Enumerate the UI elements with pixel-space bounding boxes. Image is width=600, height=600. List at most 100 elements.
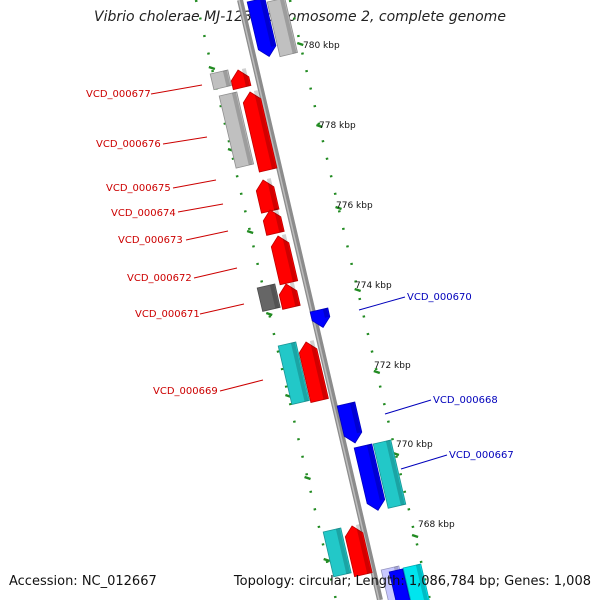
gene-shade-4 <box>231 92 253 166</box>
gene-shade-15 <box>366 444 384 501</box>
label-leaders <box>150 84 448 470</box>
gene-17 <box>322 527 352 578</box>
gene-label-forward-0: VCD_000677 <box>86 89 151 100</box>
scale-tick-left-6 <box>323 557 331 563</box>
gene-shade-12 <box>290 342 309 402</box>
gene-label-forward-4: VCD_000673 <box>118 235 183 246</box>
gene-13 <box>298 340 329 403</box>
gene-label-reverse-2: VCD_000667 <box>449 450 514 461</box>
gene-5 <box>242 90 278 173</box>
leader-forward-2 <box>172 179 217 189</box>
gene-8 <box>270 234 299 286</box>
gene-labels: VCD_000677 VCD_000676 VCD_000675 VCD_000674… <box>86 89 514 461</box>
scale-tick-left-3 <box>265 311 273 317</box>
gene-2 <box>209 69 232 91</box>
scale-tick-right-2 <box>335 205 342 211</box>
gene-6 <box>255 178 280 214</box>
gene-body-12 <box>277 341 310 405</box>
gene-label-forward-7: VCD_000669 <box>153 386 218 397</box>
gene-3 <box>230 68 252 91</box>
scale-tick-right-4 <box>373 369 381 375</box>
gene-10 <box>278 282 301 310</box>
map-title: Vibrio cholerae MJ-1236 chromosome 2, co… <box>94 9 506 25</box>
gene-body-5 <box>242 91 278 173</box>
scale-label-3: 774 kbp <box>355 281 392 291</box>
gene-label-forward-6: VCD_000671 <box>135 309 200 320</box>
leader-reverse-1 <box>384 399 432 415</box>
gene-shade-9 <box>269 284 280 309</box>
gene-4 <box>218 91 255 169</box>
scale-tick-left-0 <box>208 65 216 71</box>
scale-tick-right-1 <box>316 123 323 129</box>
leader-forward-6 <box>199 303 245 315</box>
gene-body-14 <box>336 401 363 444</box>
gene-shade-14 <box>349 402 361 434</box>
gene-body-2 <box>209 69 232 91</box>
leader-forward-3 <box>177 203 224 213</box>
gene-18 <box>344 524 373 578</box>
gene-body-16 <box>372 439 407 509</box>
gene-14 <box>336 401 363 444</box>
scale-tick-right-0 <box>296 41 304 47</box>
gene-body-11 <box>309 307 331 329</box>
scale-label-0: 780 kbp <box>303 41 340 51</box>
gene-0 <box>246 0 277 58</box>
gene-shade-1 <box>280 0 297 54</box>
chromosome-backbone <box>237 0 383 600</box>
gene-shade-3 <box>241 68 250 87</box>
scale-label-5: 770 kbp <box>396 440 433 450</box>
gene-body-0 <box>246 0 277 58</box>
scale-labels: 780 kbp 778 kbp 776 kbp 774 kbp 772 kbp 770 k… <box>303 41 455 530</box>
gene-body-17 <box>322 527 352 578</box>
gene-shade-0 <box>260 0 275 47</box>
leader-forward-1 <box>162 136 208 145</box>
leader-forward-7 <box>219 379 264 392</box>
gene-15 <box>353 443 386 511</box>
gene-body-18 <box>344 525 373 578</box>
gene-21 <box>402 563 430 600</box>
gene-body-7 <box>262 209 285 236</box>
gene-shade-5 <box>253 90 276 169</box>
gene-shade-13 <box>309 340 328 400</box>
gene-shade-2 <box>222 70 231 87</box>
scale-label-1: 778 kbp <box>319 121 356 131</box>
gene-shade-18 <box>355 524 372 574</box>
gene-body-1 <box>266 0 298 58</box>
gene-body-13 <box>298 341 329 403</box>
gene-12 <box>277 341 310 405</box>
gene-7 <box>262 208 285 236</box>
gene-label-forward-1: VCD_000676 <box>96 139 161 150</box>
scale-label-2: 776 kbp <box>336 201 373 211</box>
gene-shade-21 <box>415 564 429 600</box>
gene-body-8 <box>270 235 299 286</box>
accession-text: Accession: NC_012667 <box>9 574 157 589</box>
gene-label-forward-5: VCD_000672 <box>127 273 192 284</box>
gene-label-reverse-1: VCD_000668 <box>433 395 498 406</box>
scale-label-6: 768 kbp <box>418 520 455 530</box>
gene-body-10 <box>278 283 301 310</box>
gene-body-3 <box>230 69 252 91</box>
leader-forward-5 <box>193 267 238 279</box>
scale-tick-right-3 <box>354 287 362 293</box>
gene-1 <box>266 0 298 58</box>
scale-tick-left-2 <box>246 229 254 235</box>
leader-forward-0 <box>150 84 203 95</box>
gene-shade-8 <box>281 234 297 282</box>
topology-text: Topology: circular; Length: 1,086,784 bp… <box>233 574 591 589</box>
gene-shade-7 <box>273 208 284 233</box>
gene-label-forward-3: VCD_000674 <box>111 208 176 219</box>
leader-reverse-0 <box>358 296 406 311</box>
gene-11 <box>309 307 331 329</box>
gene-shade-11 <box>322 308 329 318</box>
gene-body-21 <box>402 563 430 600</box>
gene-9 <box>256 283 281 312</box>
gene-16 <box>372 439 407 509</box>
gene-shade-16 <box>385 440 405 506</box>
scale-label-4: 772 kbp <box>374 361 411 371</box>
genes <box>209 0 430 600</box>
gene-label-forward-2: VCD_000675 <box>106 183 171 194</box>
gene-body-9 <box>256 283 281 312</box>
scale-tick-left-5 <box>304 475 311 481</box>
leader-forward-4 <box>185 230 229 241</box>
